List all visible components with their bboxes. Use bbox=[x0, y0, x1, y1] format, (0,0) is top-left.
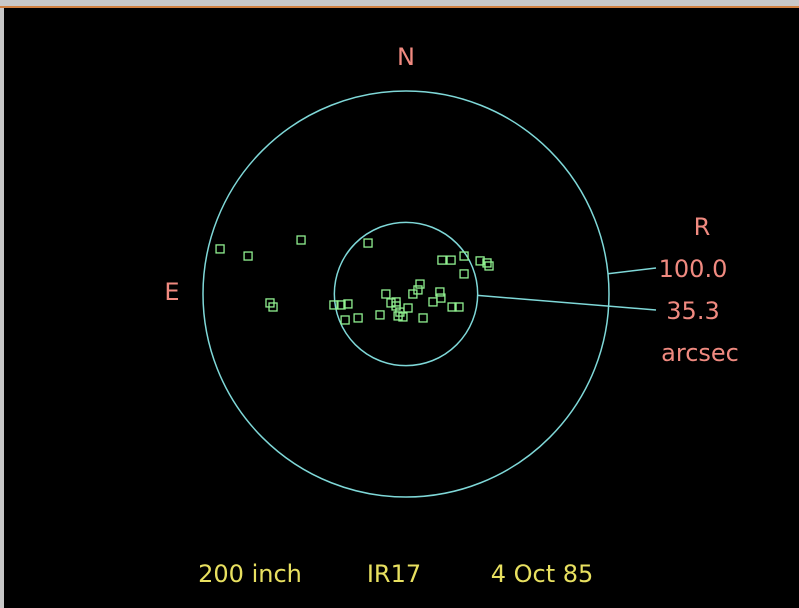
point bbox=[447, 302, 457, 312]
point bbox=[459, 251, 469, 261]
footer-date: 4 Oct 85 bbox=[491, 560, 594, 588]
point bbox=[435, 287, 445, 297]
point bbox=[484, 261, 494, 271]
point bbox=[436, 293, 446, 303]
north-label: N bbox=[397, 43, 415, 71]
window-border bbox=[0, 6, 799, 8]
point bbox=[268, 302, 278, 312]
point bbox=[413, 285, 423, 295]
ring-title: R bbox=[694, 213, 711, 241]
footer-object: IR17 bbox=[367, 560, 421, 588]
ring-label: 35.3 bbox=[666, 297, 719, 325]
ring-leader bbox=[607, 267, 657, 275]
point bbox=[398, 312, 408, 322]
ring bbox=[202, 90, 610, 498]
point bbox=[418, 313, 428, 323]
point bbox=[343, 299, 353, 309]
point bbox=[459, 269, 469, 279]
point bbox=[296, 235, 306, 245]
point bbox=[403, 303, 413, 313]
ring bbox=[333, 221, 479, 367]
point bbox=[437, 255, 447, 265]
point bbox=[375, 310, 385, 320]
point bbox=[391, 297, 401, 307]
point bbox=[428, 297, 438, 307]
point bbox=[353, 313, 363, 323]
window-top bbox=[0, 0, 799, 8]
point bbox=[446, 255, 456, 265]
east-label: E bbox=[164, 278, 179, 306]
point bbox=[381, 289, 391, 299]
point bbox=[243, 251, 253, 261]
footer-telescope: 200 inch bbox=[198, 560, 302, 588]
point bbox=[336, 300, 346, 310]
point bbox=[482, 258, 492, 268]
point bbox=[329, 300, 339, 310]
point bbox=[215, 244, 225, 254]
point bbox=[386, 298, 396, 308]
point bbox=[475, 256, 485, 266]
ring-unit: arcsec bbox=[661, 339, 739, 367]
point bbox=[393, 311, 403, 321]
ring-leader bbox=[477, 294, 657, 311]
ring-label: 100.0 bbox=[659, 255, 728, 283]
point bbox=[363, 238, 373, 248]
point bbox=[415, 279, 425, 289]
point bbox=[454, 302, 464, 312]
window-left bbox=[0, 8, 4, 608]
point bbox=[340, 315, 350, 325]
